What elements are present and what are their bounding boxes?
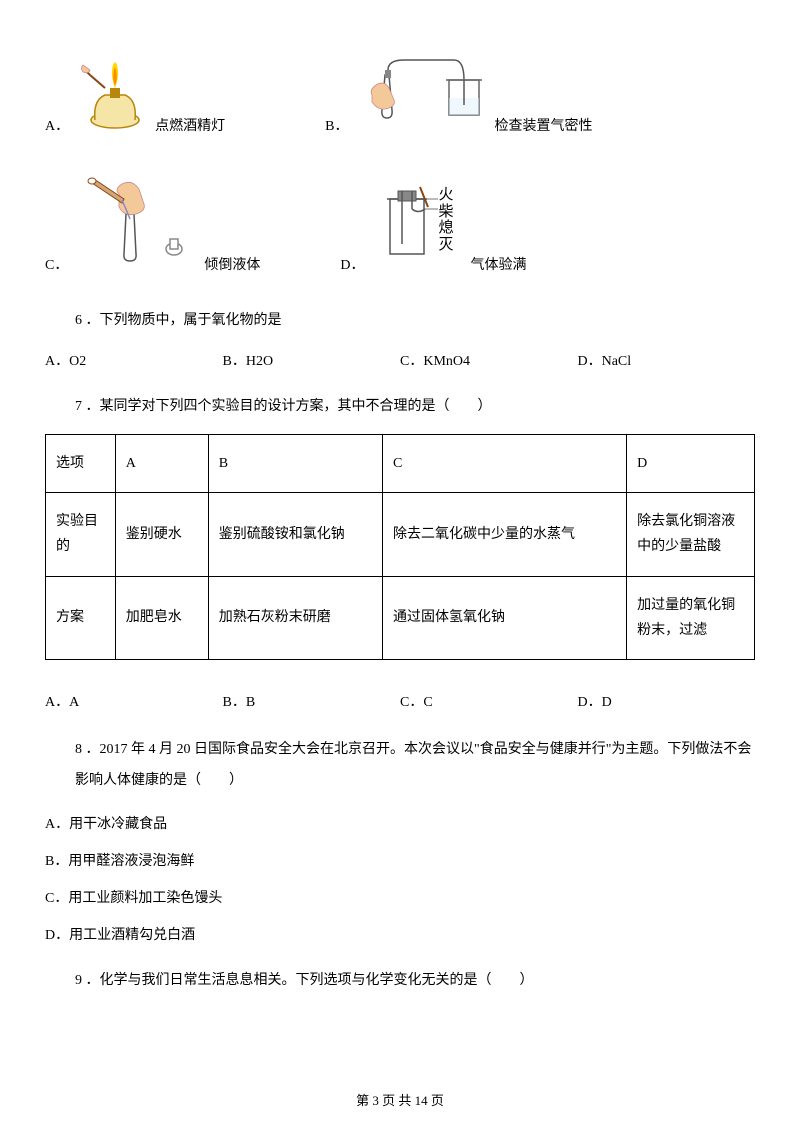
q7-table: 选项 A B C D 实验目的 鉴别硬水 鉴别硫酸铵和氯化钠 除去二氧化碳中少量… xyxy=(45,434,755,660)
option-d: D． 火柴熄灭 气体验满 xyxy=(340,179,526,278)
match-extinguish-text: 火柴熄灭 xyxy=(438,187,453,253)
q6-choice-b: B．H2O xyxy=(223,349,401,374)
q8-b: B．用甲醛溶液浸泡海鲜 xyxy=(45,849,755,874)
gas-full-check-icon: 火柴熄灭 xyxy=(370,179,470,278)
option-c-label: C． xyxy=(45,253,68,278)
q7-choice-a: A．A xyxy=(45,690,223,715)
cell: 通过固体氢氧化钠 xyxy=(383,576,627,659)
options-row-ab: A． 点燃酒精灯 B． xyxy=(45,50,755,139)
cell: C xyxy=(383,434,627,492)
options-row-cd: C． 倾倒液体 D． xyxy=(45,169,755,278)
q7-choice-d: D．D xyxy=(578,690,756,715)
cell: 实验目的 xyxy=(46,493,116,576)
q6-choices: A．O2 B．H2O C．KMnO4 D．NaCl xyxy=(45,349,755,374)
option-a-text: 点燃酒精灯 xyxy=(155,114,225,139)
cell: 方案 xyxy=(46,576,116,659)
cell: B xyxy=(208,434,382,492)
q8-c: C．用工业颜料加工染色馒头 xyxy=(45,886,755,911)
cell: 选项 xyxy=(46,434,116,492)
option-a: A． 点燃酒精灯 xyxy=(45,50,225,139)
airtight-check-icon xyxy=(354,50,494,139)
table-row: 实验目的 鉴别硬水 鉴别硫酸铵和氯化钠 除去二氧化碳中少量的水蒸气 除去氯化铜溶… xyxy=(46,493,755,576)
option-d-label: D． xyxy=(340,253,364,278)
cell: D xyxy=(627,434,755,492)
page-footer: 第 3 页 共 14 页 xyxy=(0,1089,800,1112)
pour-liquid-icon xyxy=(74,169,204,278)
q7-choices: A．A B．B C．C D．D xyxy=(45,690,755,715)
option-c-text: 倾倒液体 xyxy=(204,253,260,278)
q8-a: A．用干冰冷藏食品 xyxy=(45,812,755,837)
q7-prompt: 7 ．某同学对下列四个实验目的设计方案，其中不合理的是（ ） xyxy=(75,394,755,419)
option-a-label: A． xyxy=(45,114,69,139)
cell: 鉴别硫酸铵和氯化钠 xyxy=(208,493,382,576)
q9-prompt: 9 ．化学与我们日常生活息息相关。下列选项与化学变化无关的是（ ） xyxy=(75,968,755,993)
cell: 加熟石灰粉末研磨 xyxy=(208,576,382,659)
cell: 加肥皂水 xyxy=(115,576,208,659)
cell: 鉴别硬水 xyxy=(115,493,208,576)
q7-choice-c: C．C xyxy=(400,690,578,715)
option-d-text: 气体验满 xyxy=(470,253,526,278)
cell: 除去氯化铜溶液中的少量盐酸 xyxy=(627,493,755,576)
table-row: 方案 加肥皂水 加熟石灰粉末研磨 通过固体氢氧化钠 加过量的氧化铜粉末，过滤 xyxy=(46,576,755,659)
q6-choice-d: D．NaCl xyxy=(578,349,756,374)
q6-prompt: 6 ．下列物质中，属于氧化物的是 xyxy=(75,308,755,333)
q6-choice-a: A．O2 xyxy=(45,349,223,374)
option-b-text: 检查装置气密性 xyxy=(494,114,592,139)
cell: 除去二氧化碳中少量的水蒸气 xyxy=(383,493,627,576)
option-b: B． 检查装置气密性 xyxy=(325,50,592,139)
table-row: 选项 A B C D xyxy=(46,434,755,492)
cell: 加过量的氧化铜粉末，过滤 xyxy=(627,576,755,659)
alcohol-lamp-icon xyxy=(75,50,155,139)
q8-answers: A．用干冰冷藏食品 B．用甲醛溶液浸泡海鲜 C．用工业颜料加工染色馒头 D．用工… xyxy=(45,812,755,949)
option-b-label: B． xyxy=(325,114,348,139)
q7-choice-b: B．B xyxy=(223,690,401,715)
q6-choice-c: C．KMnO4 xyxy=(400,349,578,374)
cell: A xyxy=(115,434,208,492)
q8-d: D．用工业酒精勾兑白酒 xyxy=(45,923,755,948)
q8-prompt: 8 ．2017 年 4 月 20 日国际食品安全大会在北京召开。本次会议以"食品… xyxy=(75,735,755,797)
option-c: C． 倾倒液体 xyxy=(45,169,260,278)
